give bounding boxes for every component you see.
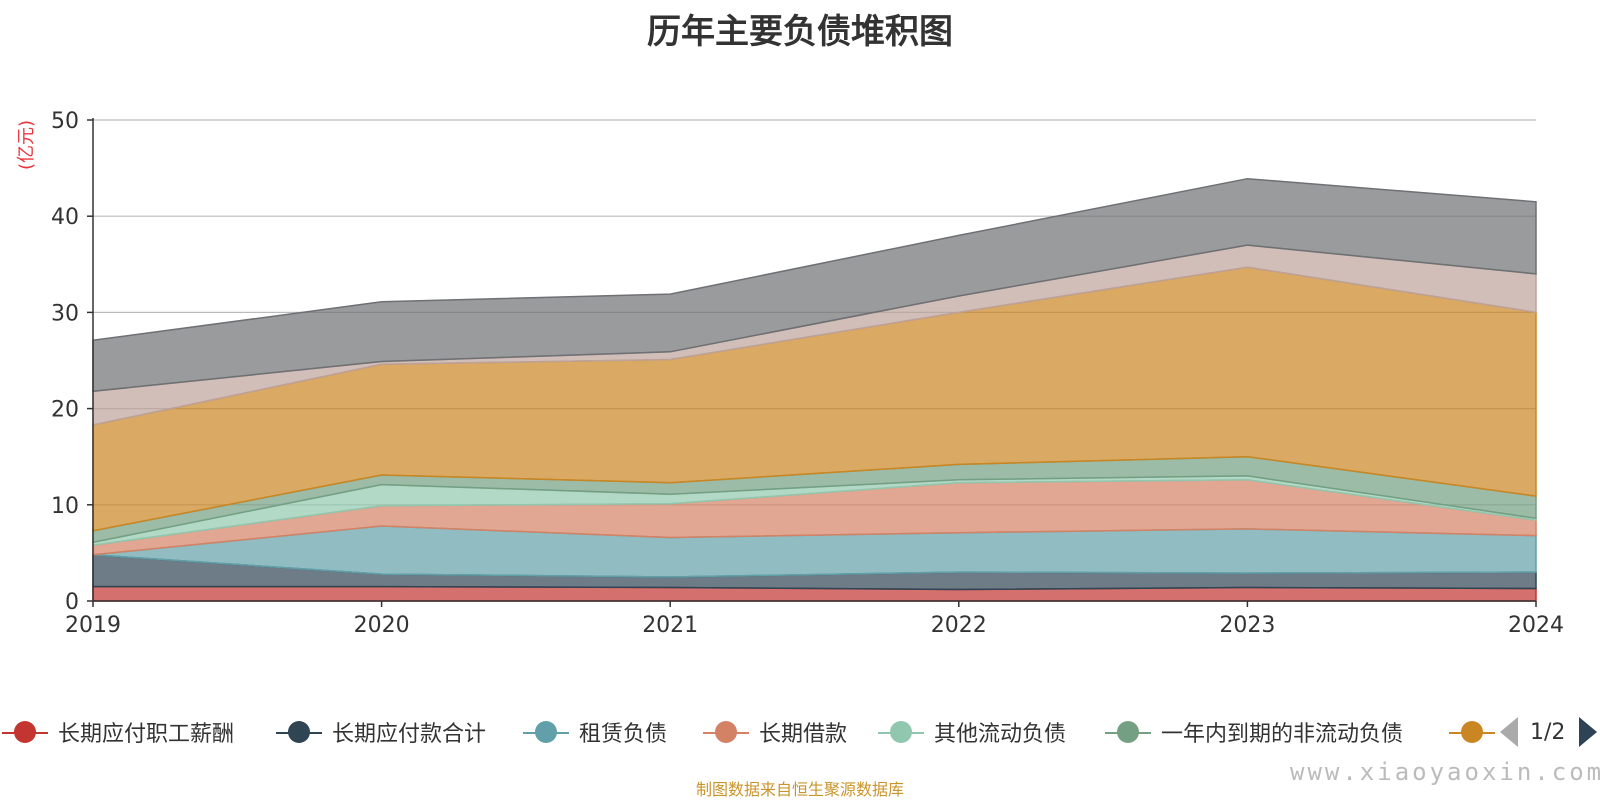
legend-item-1[interactable]: 长期应付款合计 — [274, 712, 486, 752]
legend-item-3[interactable]: 长期借款 — [701, 712, 847, 752]
legend-marker-icon — [0, 712, 50, 752]
chart-plot: 0 10 20 30 40 50 2019 2020 2021 2022 2023 2024 (亿元) — [16, 109, 1564, 638]
area-series-8 — [92, 177, 1537, 393]
legend-marker-icon — [876, 712, 926, 752]
y-tick-label: 50 — [51, 109, 79, 134]
legend-label: 其他流动负债 — [934, 722, 1067, 747]
legend: 长期应付职工薪酬 长期应付款合计 租赁负债 长期借款 其他流动负债 一年内到期的非流动负债 — [0, 712, 1600, 752]
legend-label: 长期应付款合计 — [332, 722, 487, 747]
y-tick-label: 30 — [51, 301, 79, 326]
x-tick-label: 2021 — [642, 613, 698, 638]
legend-item-5[interactable]: 一年内到期的非流动负债 — [1103, 712, 1403, 752]
y-tick-label: 10 — [51, 494, 79, 519]
legend-pager: 1/2 — [1500, 712, 1598, 752]
area-series — [92, 177, 1537, 602]
chart-title: 历年主要负债堆积图 — [647, 12, 953, 52]
axes: 0 10 20 30 40 50 2019 2020 2021 2022 2023 2024 — [51, 109, 1564, 638]
y-tick-label: 0 — [65, 590, 79, 615]
legend-label: 一年内到期的非流动负债 — [1161, 722, 1404, 747]
x-tick-label: 2020 — [354, 613, 410, 638]
legend-marker-icon — [1447, 712, 1497, 752]
x-tick-label: 2023 — [1219, 613, 1275, 638]
legend-item-6[interactable] — [1447, 712, 1497, 752]
y-tick-label: 40 — [51, 205, 79, 230]
legend-marker-icon — [1103, 712, 1153, 752]
legend-marker-icon — [521, 712, 571, 752]
x-tick-label: 2019 — [65, 613, 121, 638]
legend-marker-icon — [274, 712, 324, 752]
data-source-note: 制图数据来自恒生聚源数据库 — [695, 780, 904, 799]
y-unit-label: (亿元) — [16, 120, 37, 170]
x-tick-label: 2024 — [1508, 613, 1564, 638]
legend-label: 长期借款 — [759, 722, 848, 747]
legend-prev-page-icon[interactable] — [1500, 717, 1518, 747]
legend-next-page-icon[interactable] — [1579, 717, 1598, 747]
watermark: www.xiaoyaoxin.com — [1290, 758, 1600, 786]
legend-label: 长期应付职工薪酬 — [58, 722, 235, 747]
legend-marker-icon — [701, 712, 751, 752]
legend-label: 租赁负债 — [579, 722, 668, 747]
y-tick-label: 20 — [51, 398, 79, 423]
legend-item-4[interactable]: 其他流动负债 — [876, 712, 1066, 752]
legend-page-indicator: 1/2 — [1530, 719, 1566, 745]
legend-item-2[interactable]: 租赁负债 — [521, 712, 667, 752]
legend-item-0[interactable]: 长期应付职工薪酬 — [0, 712, 234, 752]
x-tick-label: 2022 — [931, 613, 987, 638]
